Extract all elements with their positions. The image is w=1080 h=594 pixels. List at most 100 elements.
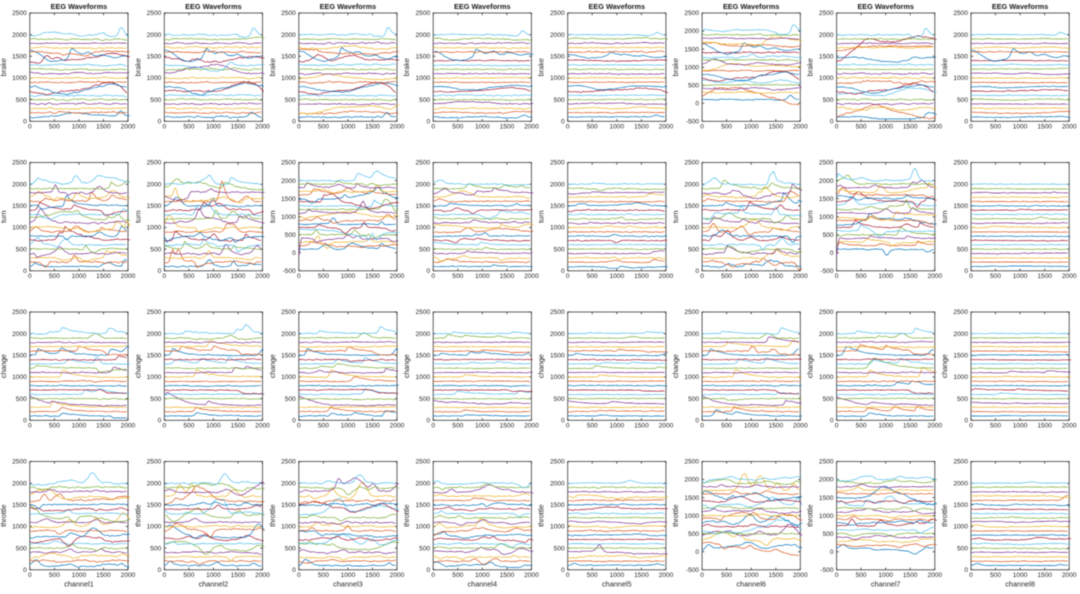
svg-text:500: 500: [183, 572, 194, 579]
svg-text:turn: turn: [402, 210, 411, 223]
svg-text:1000: 1000: [744, 423, 759, 430]
svg-text:1500: 1500: [500, 273, 515, 280]
svg-text:2000: 2000: [255, 423, 270, 430]
svg-text:channel4: channel4: [467, 579, 497, 588]
svg-text:1500: 1500: [365, 273, 380, 280]
svg-text:0: 0: [695, 549, 699, 556]
svg-text:500: 500: [285, 232, 296, 239]
svg-text:2000: 2000: [12, 32, 27, 39]
svg-text:channel5: channel5: [602, 579, 632, 588]
svg-text:500: 500: [183, 273, 194, 280]
svg-text:1500: 1500: [634, 572, 649, 579]
svg-text:1000: 1000: [1013, 572, 1028, 579]
svg-text:1500: 1500: [953, 353, 968, 360]
svg-text:1000: 1000: [12, 524, 27, 531]
svg-text:1500: 1500: [819, 353, 834, 360]
svg-text:EEG Waveforms: EEG Waveforms: [320, 2, 377, 11]
svg-text:0: 0: [700, 124, 704, 131]
svg-text:change: change: [537, 354, 546, 378]
svg-text:0: 0: [427, 418, 431, 425]
svg-text:2000: 2000: [659, 572, 674, 579]
svg-text:500: 500: [990, 423, 1001, 430]
svg-text:channel1: channel1: [64, 579, 94, 588]
svg-text:1500: 1500: [365, 423, 380, 430]
svg-text:2500: 2500: [147, 459, 162, 466]
svg-text:500: 500: [318, 572, 329, 579]
svg-text:1500: 1500: [231, 124, 246, 131]
svg-text:channel2: channel2: [199, 579, 229, 588]
svg-text:1000: 1000: [953, 75, 968, 82]
svg-text:2000: 2000: [524, 423, 539, 430]
svg-text:brake: brake: [940, 58, 949, 76]
svg-text:500: 500: [183, 124, 194, 131]
svg-text:500: 500: [318, 124, 329, 131]
svg-text:1500: 1500: [550, 502, 565, 509]
svg-text:2000: 2000: [1062, 423, 1077, 430]
svg-text:brake: brake: [806, 58, 815, 76]
svg-text:throttle: throttle: [0, 504, 8, 526]
svg-text:0: 0: [561, 567, 565, 574]
svg-text:2000: 2000: [281, 331, 296, 338]
svg-text:1500: 1500: [819, 495, 834, 502]
svg-text:0: 0: [431, 124, 435, 131]
svg-text:0: 0: [700, 273, 704, 280]
svg-text:2500: 2500: [416, 459, 431, 466]
svg-text:2000: 2000: [927, 423, 942, 430]
svg-text:1000: 1000: [12, 374, 27, 381]
svg-text:500: 500: [554, 545, 565, 552]
svg-text:1500: 1500: [500, 572, 515, 579]
svg-text:2500: 2500: [147, 160, 162, 167]
svg-text:change: change: [402, 354, 411, 378]
svg-text:1500: 1500: [953, 502, 968, 509]
svg-text:500: 500: [285, 545, 296, 552]
svg-text:1000: 1000: [550, 524, 565, 531]
svg-text:2000: 2000: [121, 273, 136, 280]
svg-text:0: 0: [561, 268, 565, 275]
svg-text:2000: 2000: [684, 331, 699, 338]
svg-text:1000: 1000: [206, 572, 221, 579]
svg-text:1000: 1000: [684, 225, 699, 232]
svg-text:1500: 1500: [550, 353, 565, 360]
svg-text:2500: 2500: [819, 309, 834, 316]
svg-text:500: 500: [16, 545, 27, 552]
svg-text:0: 0: [561, 119, 565, 126]
svg-text:2500: 2500: [953, 10, 968, 17]
svg-text:1000: 1000: [878, 423, 893, 430]
svg-text:brake: brake: [133, 58, 142, 76]
svg-text:1000: 1000: [475, 423, 490, 430]
svg-text:0: 0: [695, 418, 699, 425]
svg-text:0: 0: [830, 119, 834, 126]
svg-text:0: 0: [162, 273, 166, 280]
svg-text:1000: 1000: [744, 572, 759, 579]
svg-text:1000: 1000: [206, 273, 221, 280]
svg-text:2500: 2500: [12, 10, 27, 17]
svg-text:2500: 2500: [684, 309, 699, 316]
svg-text:500: 500: [49, 273, 60, 280]
svg-text:0: 0: [964, 268, 968, 275]
svg-text:0: 0: [969, 572, 973, 579]
svg-text:2500: 2500: [281, 160, 296, 167]
svg-text:1000: 1000: [72, 572, 87, 579]
svg-text:2500: 2500: [281, 10, 296, 17]
svg-text:2000: 2000: [819, 331, 834, 338]
svg-text:2000: 2000: [927, 273, 942, 280]
svg-text:1500: 1500: [550, 203, 565, 210]
svg-text:2000: 2000: [659, 423, 674, 430]
svg-text:0: 0: [297, 124, 301, 131]
svg-text:2500: 2500: [281, 459, 296, 466]
svg-text:2500: 2500: [416, 160, 431, 167]
svg-text:0: 0: [695, 101, 699, 108]
svg-text:1000: 1000: [1013, 273, 1028, 280]
svg-text:EEG Waveforms: EEG Waveforms: [185, 2, 242, 11]
svg-text:500: 500: [823, 396, 834, 403]
svg-text:1000: 1000: [147, 225, 162, 232]
svg-text:0: 0: [969, 423, 973, 430]
svg-text:2500: 2500: [819, 459, 834, 466]
svg-text:channel6: channel6: [736, 579, 766, 588]
svg-text:1000: 1000: [953, 374, 968, 381]
svg-text:throttle: throttle: [402, 504, 411, 526]
svg-text:500: 500: [49, 124, 60, 131]
svg-text:channel3: channel3: [333, 579, 363, 588]
svg-text:0: 0: [292, 418, 296, 425]
svg-text:1500: 1500: [365, 124, 380, 131]
